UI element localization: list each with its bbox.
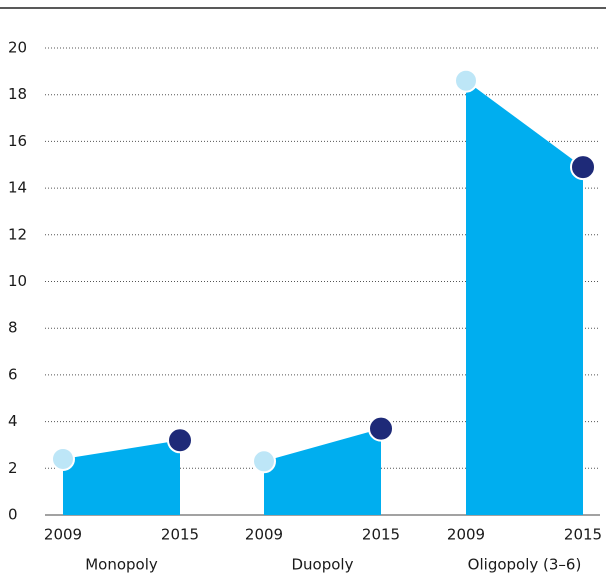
- y-tick-label: 2: [8, 459, 18, 477]
- x-tick-label: 2009: [245, 526, 283, 544]
- category-label: Duopoly: [292, 556, 354, 574]
- end-dot: [167, 427, 193, 454]
- category-label: Monopoly: [85, 556, 158, 574]
- y-tick-label: 0: [8, 506, 18, 524]
- x-tick-label: 2015: [362, 526, 400, 544]
- area: [63, 440, 180, 515]
- category-label: Oligopoly (3–6): [468, 556, 582, 574]
- x-tick-label: 2009: [447, 526, 485, 544]
- y-tick-label: 14: [8, 179, 27, 197]
- x-tick-label: 2015: [564, 526, 602, 544]
- end-dot: [570, 154, 596, 181]
- end-dot: [368, 415, 394, 442]
- start-dot: [51, 446, 75, 471]
- y-tick-label: 8: [8, 319, 18, 337]
- y-tick-label: 20: [8, 39, 27, 57]
- y-tick-label: 4: [8, 412, 18, 430]
- start-dot: [252, 449, 276, 474]
- y-tick-label: 6: [8, 365, 18, 383]
- start-dot: [454, 68, 478, 93]
- y-tick-label: 12: [8, 225, 27, 243]
- y-tick-label: 18: [8, 85, 27, 103]
- x-tick-label: 2009: [44, 526, 82, 544]
- y-tick-label: 16: [8, 132, 27, 150]
- y-tick-label: 10: [8, 272, 27, 290]
- x-tick-label: 2015: [161, 526, 199, 544]
- area: [264, 428, 381, 515]
- area: [466, 80, 583, 515]
